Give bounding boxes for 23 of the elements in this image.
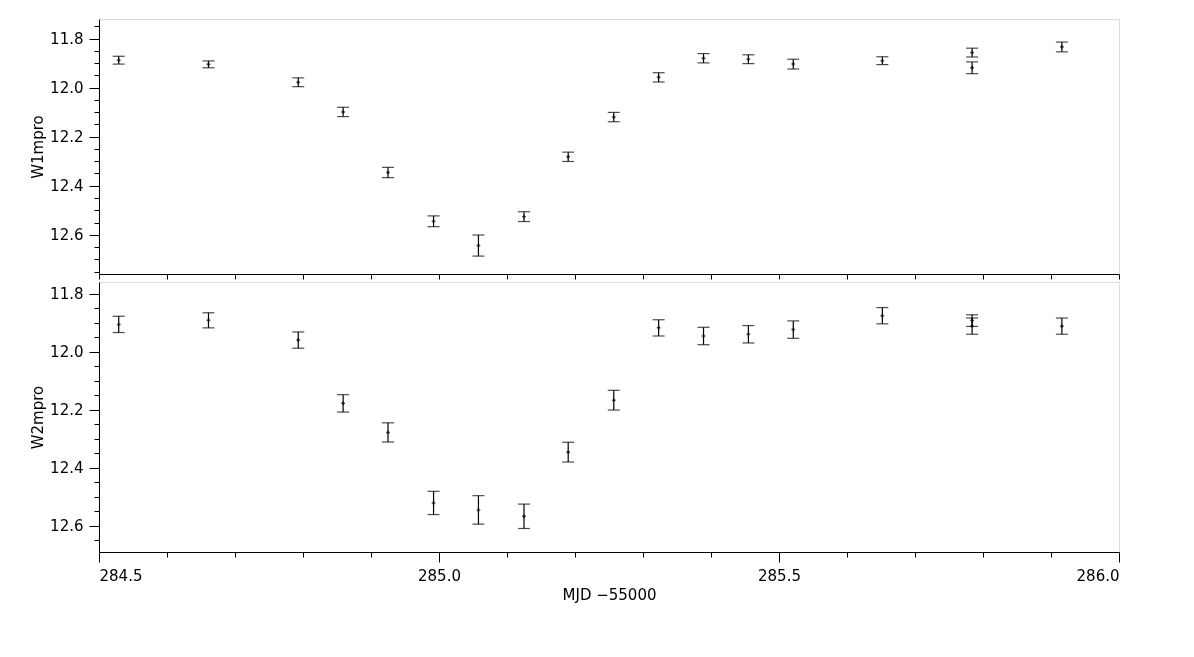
y-tick-label: 12.4: [50, 459, 84, 478]
point: [1060, 45, 1064, 49]
y-axis-title: W1mpro: [29, 115, 48, 179]
y-tick-label: 12.6: [50, 517, 84, 536]
x-axis-title: MJD −55000: [562, 585, 657, 604]
point: [611, 115, 616, 119]
y-tick-label: 12.4: [50, 177, 84, 196]
point: [791, 62, 796, 66]
point: [566, 154, 571, 159]
y-tick-label: 12.0: [50, 343, 84, 362]
y-tick-label: 12.2: [50, 128, 84, 147]
y-tick-label: 11.8: [50, 30, 84, 49]
y-tick-label: 12.0: [50, 79, 84, 98]
y-tick-label: 12.6: [50, 226, 84, 245]
x-tick-label: 285.5: [758, 566, 801, 585]
x-tick-label: 285.0: [418, 566, 461, 585]
x-tick-label: 286.0: [1076, 566, 1120, 585]
y-axis-title: W2mpro: [29, 385, 48, 450]
point: [970, 65, 974, 70]
point: [341, 110, 345, 114]
y-tick-label: 11.8: [50, 285, 84, 304]
x-tick-label: 284.5: [99, 566, 143, 585]
y-tick-label: 12.2: [50, 401, 84, 420]
